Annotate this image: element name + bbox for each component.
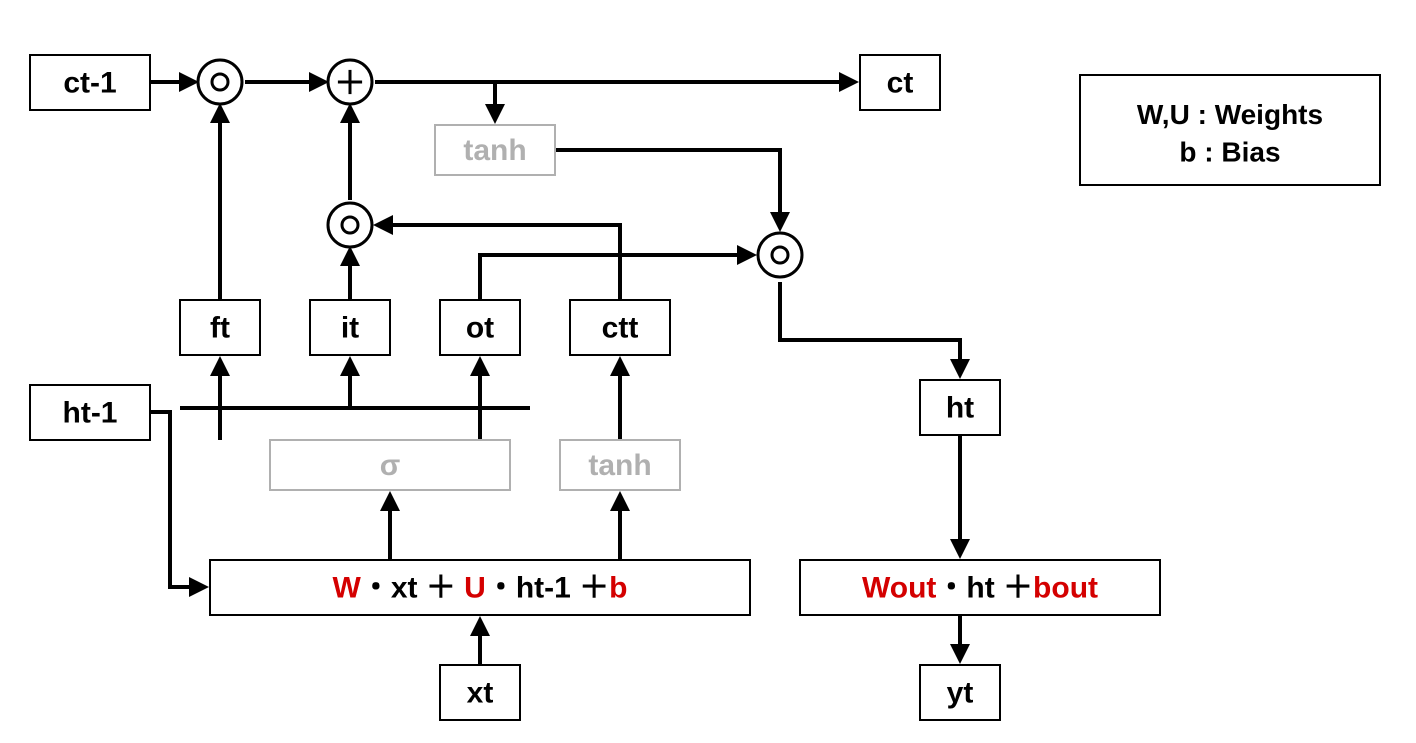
formula2-text: Wout・ht ＋bout (862, 571, 1098, 604)
legend-line2: b : Bias (1179, 137, 1280, 168)
lstm-diagram: ct-1 ct tanh ft it ot ctt ht-1 σ tanh ht xt yt W,U : … (0, 0, 1416, 743)
node-sigma: σ (270, 440, 510, 490)
node-ot: ot (440, 300, 520, 355)
node-it: it (310, 300, 390, 355)
node-label-xt: xt (467, 676, 494, 709)
edge (150, 412, 205, 587)
node-ft: ft (180, 300, 260, 355)
node-label-yt: yt (947, 676, 974, 709)
node-ht: ht (920, 380, 1000, 435)
node-ct_1: ct-1 (30, 55, 150, 110)
edge (480, 255, 753, 300)
node-yt: yt (920, 665, 1000, 720)
node-label-tanh1: tanh (463, 134, 526, 167)
node-label-ft: ft (210, 311, 230, 344)
edge (377, 225, 620, 300)
node-label-ht_1: ht-1 (63, 396, 118, 429)
op-hadamard (198, 60, 242, 104)
node-tanh1: tanh (435, 125, 555, 175)
node-label-sigma: σ (380, 449, 401, 482)
op-hadamard (758, 233, 802, 277)
edge (780, 282, 960, 375)
node-label-ct_1: ct-1 (63, 66, 116, 99)
formula1: W・xt ＋ U・ht-1 ＋b (210, 560, 750, 615)
formula1-text: W・xt ＋ U・ht-1 ＋b (332, 571, 627, 604)
node-label-ct: ct (887, 66, 914, 99)
node-label-tanh2: tanh (588, 449, 651, 482)
node-label-ot: ot (466, 311, 494, 344)
node-ht_1: ht-1 (30, 385, 150, 440)
op-hadamard (328, 203, 372, 247)
edge (555, 150, 780, 228)
node-label-ctt: ctt (602, 311, 639, 344)
node-label-ht: ht (946, 391, 974, 424)
op-plus (328, 60, 372, 104)
node-label-it: it (341, 311, 359, 344)
legend-line1: W,U : Weights (1137, 99, 1323, 130)
node-xt: xt (440, 665, 520, 720)
formula2: Wout・ht ＋bout (800, 560, 1160, 615)
node-tanh2: tanh (560, 440, 680, 490)
node-ct: ct (860, 55, 940, 110)
node-ctt: ctt (570, 300, 670, 355)
